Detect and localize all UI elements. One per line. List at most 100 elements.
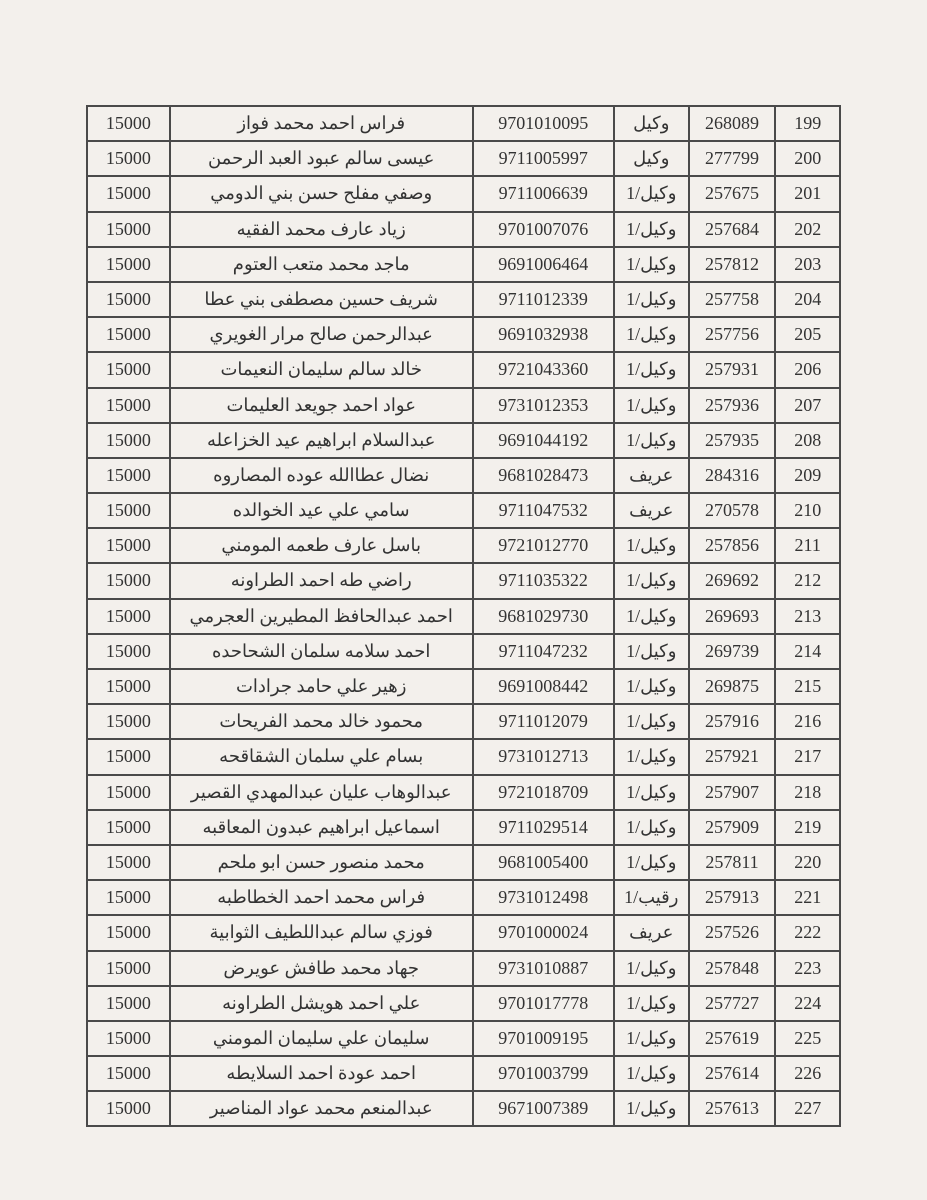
- cell-amount: 15000: [87, 739, 170, 774]
- cell-id: 9731012713: [473, 739, 614, 774]
- cell-amount: 15000: [87, 352, 170, 387]
- cell-amount: 15000: [87, 1056, 170, 1091]
- cell-name: فراس محمد احمد الخطاطبه: [170, 880, 473, 915]
- cell-id: 9731012498: [473, 880, 614, 915]
- cell-name: راضي طه احمد الطراونه: [170, 563, 473, 598]
- cell-num: 257913: [689, 880, 776, 915]
- cell-num: 269875: [689, 669, 776, 704]
- cell-id: 9711035322: [473, 563, 614, 598]
- cell-id: 9691032938: [473, 317, 614, 352]
- cell-id: 9711006639: [473, 176, 614, 211]
- cell-rank: وكيل/1: [614, 810, 689, 845]
- cell-amount: 15000: [87, 880, 170, 915]
- cell-amount: 15000: [87, 493, 170, 528]
- table-row: 217257921وكيل/19731012713بسام علي سلمان …: [87, 739, 840, 774]
- cell-num: 257756: [689, 317, 776, 352]
- table-row: 223257848وكيل/19731010887جهاد محمد طافش …: [87, 951, 840, 986]
- cell-id: 9681005400: [473, 845, 614, 880]
- cell-amount: 15000: [87, 669, 170, 704]
- cell-num: 257811: [689, 845, 776, 880]
- cell-seq: 220: [775, 845, 840, 880]
- cell-rank: وكيل/1: [614, 317, 689, 352]
- cell-name: باسل عارف طعمه المومني: [170, 528, 473, 563]
- cell-id: 9701003799: [473, 1056, 614, 1091]
- cell-id: 9711012079: [473, 704, 614, 739]
- cell-num: 257675: [689, 176, 776, 211]
- table-row: 208257935وكيل/19691044192عبدالسلام ابراه…: [87, 423, 840, 458]
- cell-seq: 216: [775, 704, 840, 739]
- cell-id: 9721043360: [473, 352, 614, 387]
- cell-id: 9701007076: [473, 212, 614, 247]
- table-row: 203257812وكيل/19691006464ماجد محمد متعب …: [87, 247, 840, 282]
- cell-amount: 15000: [87, 282, 170, 317]
- cell-rank: وكيل/1: [614, 352, 689, 387]
- cell-num: 257614: [689, 1056, 776, 1091]
- cell-amount: 15000: [87, 247, 170, 282]
- cell-num: 257812: [689, 247, 776, 282]
- table-row: 225257619وكيل/19701009195سليمان علي سليم…: [87, 1021, 840, 1056]
- cell-seq: 215: [775, 669, 840, 704]
- table-row: 224257727وكيل/19701017778علي احمد هويشل …: [87, 986, 840, 1021]
- cell-id: 9731010887: [473, 951, 614, 986]
- cell-amount: 15000: [87, 106, 170, 141]
- cell-name: جهاد محمد طافش عويرض: [170, 951, 473, 986]
- cell-num: 257758: [689, 282, 776, 317]
- cell-name: عيسى سالم عبود العبد الرحمن: [170, 141, 473, 176]
- cell-seq: 219: [775, 810, 840, 845]
- cell-name: زهير علي حامد جرادات: [170, 669, 473, 704]
- cell-name: عبدالسلام ابراهيم عيد الخزاعله: [170, 423, 473, 458]
- table-row: 227257613وكيل/19671007389عبدالمنعم محمد …: [87, 1091, 840, 1126]
- cell-seq: 227: [775, 1091, 840, 1126]
- cell-name: وصفي مفلح حسن بني الدومي: [170, 176, 473, 211]
- cell-rank: وكيل/1: [614, 739, 689, 774]
- cell-rank: وكيل/1: [614, 423, 689, 458]
- cell-name: احمد سلامه سلمان الشحاحده: [170, 634, 473, 669]
- cell-id: 9681029730: [473, 599, 614, 634]
- cell-id: 9671007389: [473, 1091, 614, 1126]
- cell-seq: 207: [775, 388, 840, 423]
- cell-id: 9701010095: [473, 106, 614, 141]
- cell-rank: وكيل/1: [614, 669, 689, 704]
- cell-seq: 206: [775, 352, 840, 387]
- cell-rank: وكيل/1: [614, 775, 689, 810]
- cell-rank: وكيل/1: [614, 845, 689, 880]
- table-row: 222257526عريف9701000024فوزي سالم عبداللط…: [87, 915, 840, 950]
- cell-rank: وكيل/1: [614, 528, 689, 563]
- table-row: 212269692وكيل/19711035322راضي طه احمد ال…: [87, 563, 840, 598]
- cell-name: احمد عبدالحافظ المطيرين العجرمي: [170, 599, 473, 634]
- cell-id: 9731012353: [473, 388, 614, 423]
- table-row: 207257936وكيل/19731012353عواد احمد جويعد…: [87, 388, 840, 423]
- cell-name: زياد عارف محمد الفقيه: [170, 212, 473, 247]
- table-row: 214269739وكيل/19711047232احمد سلامه سلما…: [87, 634, 840, 669]
- cell-name: سامي علي عيد الخوالده: [170, 493, 473, 528]
- cell-name: اسماعيل ابراهيم عبدون المعاقبه: [170, 810, 473, 845]
- table-row: 219257909وكيل/19711029514اسماعيل ابراهيم…: [87, 810, 840, 845]
- cell-seq: 199: [775, 106, 840, 141]
- cell-name: فوزي سالم عبداللطيف الثوابية: [170, 915, 473, 950]
- cell-id: 9721012770: [473, 528, 614, 563]
- cell-rank: وكيل/1: [614, 634, 689, 669]
- cell-id: 9681028473: [473, 458, 614, 493]
- cell-num: 257526: [689, 915, 776, 950]
- cell-rank: وكيل: [614, 106, 689, 141]
- cell-num: 269693: [689, 599, 776, 634]
- table-row: 226257614وكيل/19701003799احمد عودة احمد …: [87, 1056, 840, 1091]
- cell-name: بسام علي سلمان الشقاقحه: [170, 739, 473, 774]
- cell-seq: 202: [775, 212, 840, 247]
- cell-amount: 15000: [87, 423, 170, 458]
- cell-name: عواد احمد جويعد العليمات: [170, 388, 473, 423]
- cell-id: 9711005997: [473, 141, 614, 176]
- cell-rank: وكيل/1: [614, 563, 689, 598]
- cell-amount: 15000: [87, 704, 170, 739]
- table-row: 216257916وكيل/19711012079محمود خالد محمد…: [87, 704, 840, 739]
- cell-seq: 208: [775, 423, 840, 458]
- table-row: 201257675وكيل/19711006639وصفي مفلح حسن ب…: [87, 176, 840, 211]
- cell-num: 257909: [689, 810, 776, 845]
- cell-id: 9691044192: [473, 423, 614, 458]
- cell-seq: 205: [775, 317, 840, 352]
- cell-seq: 209: [775, 458, 840, 493]
- cell-id: 9711047232: [473, 634, 614, 669]
- cell-seq: 201: [775, 176, 840, 211]
- cell-seq: 223: [775, 951, 840, 986]
- cell-rank: وكيل: [614, 141, 689, 176]
